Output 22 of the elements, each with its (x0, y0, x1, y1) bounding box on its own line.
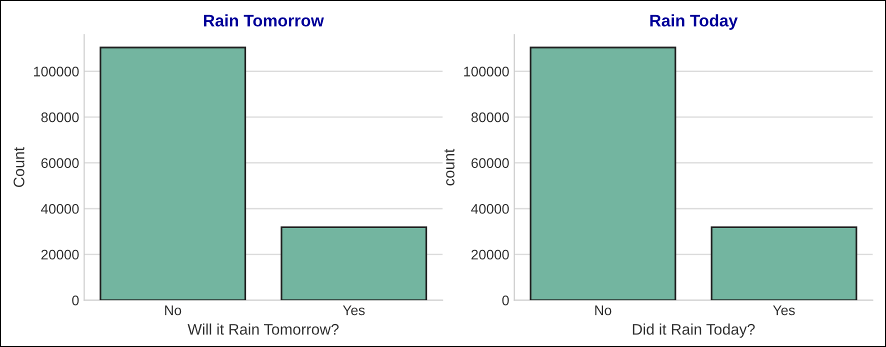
y-tick-label: 100000 (464, 66, 509, 76)
y-tick-label: 80000 (41, 112, 79, 122)
x-axis-title: Will it Rain Tomorrow? (188, 324, 339, 335)
y-tick-label: 0 (502, 295, 509, 306)
chart-title: Rain Tomorrow (204, 14, 324, 27)
x-tick-label: Yes (772, 306, 795, 316)
y-tick-label: 100000 (34, 66, 79, 76)
y-tick-label: 60000 (41, 158, 79, 168)
y-tick-label: 20000 (41, 250, 79, 260)
y-axis-title: count (444, 148, 455, 186)
x-tick-label: No (165, 306, 182, 316)
y-tick-label: 60000 (472, 158, 509, 168)
x-tick-label: No (595, 306, 612, 316)
x-tick-label: Yes (342, 306, 365, 316)
y-tick-label: 0 (72, 295, 79, 306)
x-axis-title: Did it Rain Today? (632, 324, 755, 338)
y-axis-title: Count (14, 147, 24, 188)
y-tick-label: 40000 (41, 204, 79, 214)
y-tick-label: 40000 (471, 204, 509, 214)
y-tick-label: 20000 (472, 250, 509, 260)
chart-title: Rain Today (650, 14, 738, 30)
y-tick-label: 80000 (471, 112, 509, 122)
